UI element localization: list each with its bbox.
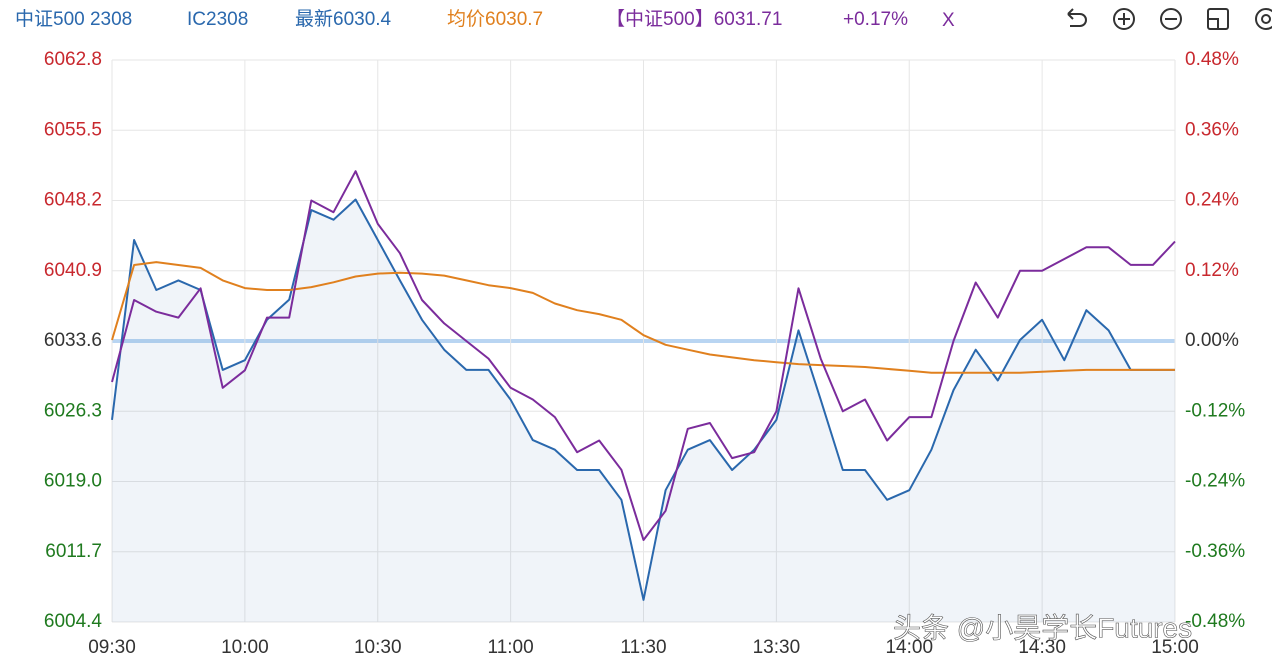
x-tick-label: 10:00 [221, 637, 269, 658]
settings-icon[interactable] [1255, 8, 1272, 30]
x-tick-label: 14:30 [1018, 637, 1066, 658]
plot [111, 170, 1176, 622]
y-tick-label: 6040.9 [44, 260, 102, 281]
toolbar [1067, 8, 1272, 30]
y2-tick-label: 0.00% [1185, 330, 1239, 351]
x-tick-label: 14:00 [885, 637, 933, 658]
change: +0.17% [843, 9, 908, 30]
header: 中证500 2308 IC2308 最新6030.4 均价6030.7 【中证5… [15, 8, 1272, 31]
x-tick-label: 10:30 [354, 637, 402, 658]
x-tick-label: 13:30 [753, 637, 801, 658]
zoom-out-icon[interactable] [1160, 8, 1182, 30]
y-tick-label: 6048.2 [44, 190, 102, 211]
y2-tick-label: -0.48% [1185, 611, 1245, 632]
y-tick-label: 6026.3 [44, 400, 102, 421]
x-tick-label: 15:00 [1151, 637, 1199, 658]
legend-average: 均价6030.7 [447, 8, 543, 30]
series-line [111, 261, 1175, 374]
symbol: 中证500 2308 [15, 8, 132, 30]
undo-icon[interactable] [1067, 8, 1087, 27]
y-tick-label: 6011.7 [45, 541, 102, 562]
y2-tick-label: 0.36% [1185, 119, 1239, 140]
x-tick-label: 09:30 [88, 637, 136, 658]
y2-tick-label: 0.24% [1185, 190, 1239, 211]
y2-tick-label: 0.12% [1185, 260, 1239, 281]
series-line [111, 198, 1175, 601]
y-tick-label: 6004.4 [44, 611, 103, 632]
area-fill [112, 199, 1175, 622]
series-line [111, 170, 1176, 541]
y2-tick-label: 0.48% [1185, 49, 1239, 70]
legend-latest: 最新6030.4 [295, 8, 392, 30]
grid [111, 59, 1176, 623]
close-button[interactable]: X [942, 10, 955, 31]
legend-index: 【中证500】6031.71 [606, 8, 782, 30]
x-tick-label: 11:00 [488, 637, 534, 658]
y2-tick-label: -0.12% [1185, 400, 1245, 421]
y2-tick-label: -0.36% [1185, 541, 1245, 562]
layout-icon[interactable] [1207, 8, 1229, 30]
y-tick-label: 6019.0 [44, 471, 102, 492]
axes: 6004.4 6011.7 6019.0 6026.3 6033.6 6040.9 6048… [44, 49, 1245, 658]
contract: IC2308 [187, 9, 248, 30]
y2-tick-label: -0.24% [1185, 471, 1245, 492]
zoom-in-icon[interactable] [1113, 8, 1135, 30]
x-tick-label: 11:30 [620, 637, 666, 658]
y-tick-label: 6055.5 [44, 119, 102, 140]
y-tick-label: 6062.8 [44, 49, 102, 70]
watermark: 头条 @小昊学长Futures [893, 612, 1192, 643]
y-tick-label: 6033.6 [44, 330, 102, 351]
